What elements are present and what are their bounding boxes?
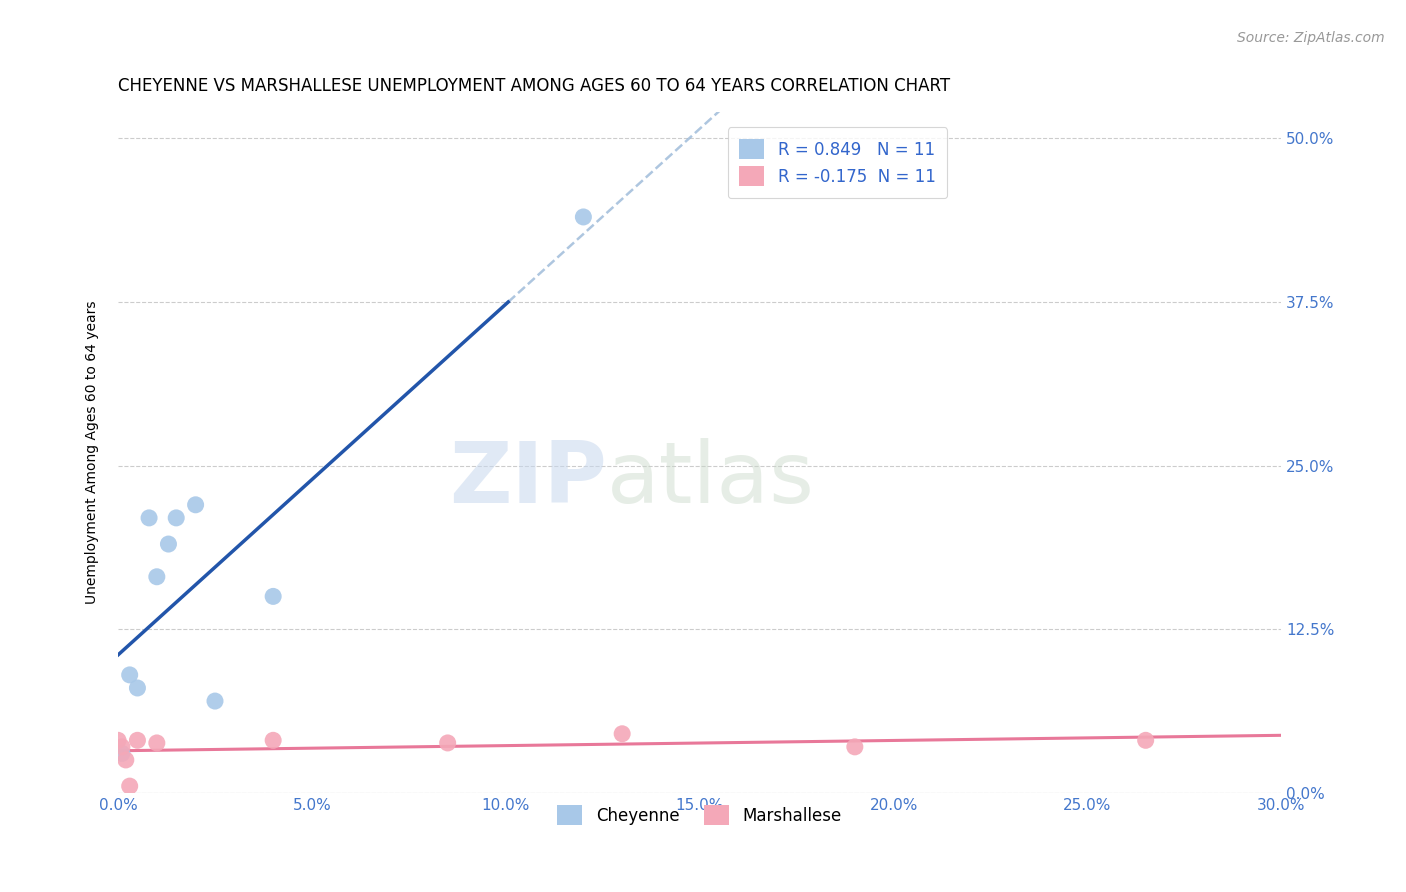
Point	[1135, 733, 1157, 747]
Text: CHEYENNE VS MARSHALLESE UNEMPLOYMENT AMONG AGES 60 TO 64 YEARS CORRELATION CHART: CHEYENNE VS MARSHALLESE UNEMPLOYMENT AMO…	[118, 78, 950, 95]
Point	[118, 779, 141, 793]
Legend: Cheyenne, Marshallese: Cheyenne, Marshallese	[551, 798, 849, 832]
Text: ZIP: ZIP	[449, 438, 606, 521]
Point	[572, 210, 595, 224]
Point	[118, 668, 141, 682]
Y-axis label: Unemployment Among Ages 60 to 64 years: Unemployment Among Ages 60 to 64 years	[86, 301, 100, 604]
Point	[262, 590, 284, 604]
Point	[436, 736, 458, 750]
Point	[127, 733, 149, 747]
Text: atlas: atlas	[606, 438, 814, 521]
Point	[844, 739, 866, 754]
Point	[111, 739, 134, 754]
Point	[157, 537, 180, 551]
Point	[612, 727, 634, 741]
Point	[107, 733, 129, 747]
Point	[127, 681, 149, 695]
Point	[146, 736, 169, 750]
Point	[146, 570, 169, 584]
Point	[204, 694, 226, 708]
Text: Source: ZipAtlas.com: Source: ZipAtlas.com	[1237, 31, 1385, 45]
Point	[262, 733, 284, 747]
Point	[138, 511, 160, 525]
Point	[111, 747, 134, 761]
Point	[114, 753, 136, 767]
Point	[165, 511, 187, 525]
Point	[184, 498, 207, 512]
